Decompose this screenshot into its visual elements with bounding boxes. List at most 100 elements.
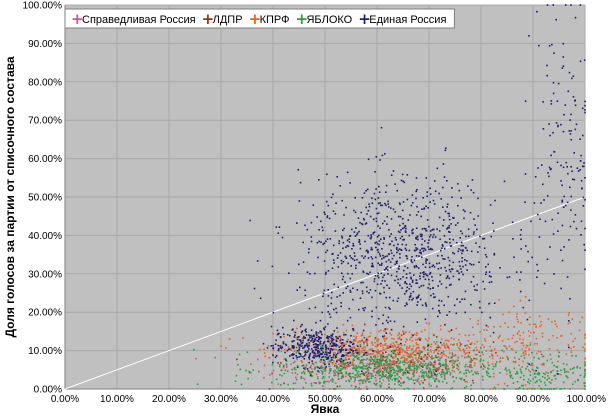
data-point [493,386,496,389]
data-point [465,363,467,366]
data-point [328,372,331,374]
data-point [448,370,450,373]
data-point [430,376,433,378]
data-point [377,355,379,358]
data-point [270,325,273,328]
data-point [347,364,350,366]
data-point [350,265,352,267]
data-point [426,356,428,359]
data-point [403,356,405,359]
data-point [403,361,406,364]
data-point [342,247,344,250]
data-point [362,347,364,350]
data-point [519,234,522,236]
data-point [570,195,573,198]
data-point [464,380,467,383]
data-point [416,352,418,355]
data-point [308,358,311,361]
data-point [468,361,471,363]
data-point [423,227,426,230]
data-point [334,213,337,215]
data-point [335,364,338,367]
data-point [546,258,549,261]
data-point [432,199,435,202]
data-point [550,154,552,157]
data-point [300,355,302,357]
data-point [437,347,439,350]
data-point [439,357,442,360]
data-point [339,372,342,374]
data-point [420,256,423,259]
data-point [332,259,335,261]
data-point [385,362,387,364]
data-point [401,351,403,353]
data-point [490,275,492,278]
data-point [433,180,436,182]
data-point [412,359,414,361]
data-point [489,302,491,304]
data-point [494,199,496,202]
data-point [526,318,529,321]
data-point [457,346,460,349]
data-point [319,342,321,344]
data-point [397,353,400,356]
data-point [313,340,316,343]
data-point [284,369,287,372]
data-point [555,18,557,21]
data-point [552,131,554,134]
data-point [385,267,387,269]
data-point [584,111,586,114]
data-point [403,181,406,184]
data-point [460,271,463,273]
data-point [424,329,426,331]
data-point [571,318,574,320]
data-point [491,353,493,356]
data-point [498,335,501,338]
data-point [351,273,353,275]
data-point [404,282,406,284]
data-point [429,201,431,203]
data-point [374,289,377,292]
data-point [579,160,582,162]
data-point [301,372,303,374]
data-point [538,358,540,360]
data-point [375,384,377,386]
data-point [438,309,440,312]
data-point [371,296,373,299]
data-point [451,352,454,354]
data-point [377,262,379,265]
data-point [462,265,464,268]
data-point [425,358,428,360]
data-point [372,375,374,377]
data-point [352,328,354,330]
data-point [412,202,414,204]
data-point [437,344,439,347]
data-point [538,236,541,238]
data-point [374,365,376,367]
data-point [452,344,454,346]
data-point [369,360,372,362]
data-point [362,217,365,220]
data-point [388,206,390,208]
data-point [349,342,351,344]
data-point [346,340,349,343]
data-point [378,361,380,364]
data-point [541,363,543,366]
data-point [459,301,461,303]
data-point [457,250,460,253]
data-point [472,233,475,235]
data-point [460,245,463,247]
data-point [399,231,401,234]
data-point [416,368,418,370]
data-point [380,361,382,364]
data-point [428,372,430,374]
data-point [447,368,449,370]
data-point [436,346,438,349]
data-point [444,359,447,362]
data-point [525,368,527,370]
data-point [466,381,468,383]
data-point [391,252,393,254]
data-point [308,307,311,310]
data-point [441,369,444,371]
data-point [310,236,313,238]
